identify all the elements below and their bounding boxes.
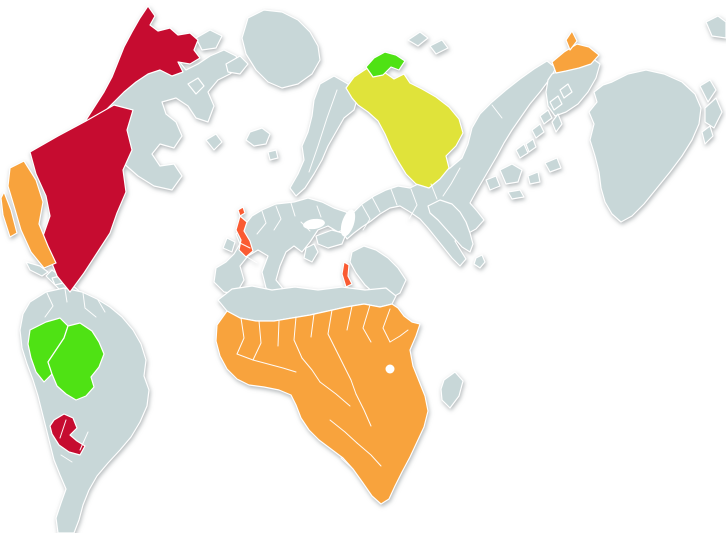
lakes: [303, 209, 395, 374]
island-sulawesi[interactable]: [527, 171, 541, 185]
island-new-zealand-south[interactable]: [704, 97, 723, 129]
region-mexico[interactable]: [7, 160, 57, 269]
island-new-zealand-tail[interactable]: [701, 125, 714, 145]
arctic-island[interactable]: [225, 55, 249, 75]
landmass-arabia[interactable]: [349, 245, 407, 301]
landmass-scandinavia[interactable]: [289, 75, 359, 197]
arctic-island[interactable]: [205, 133, 223, 151]
island-sumatra[interactable]: [485, 175, 501, 191]
region-united-kingdom-north[interactable]: [237, 206, 246, 217]
island-cuba[interactable]: [25, 261, 49, 277]
region-finland-area[interactable]: [365, 51, 406, 78]
arctic-island[interactable]: [195, 29, 223, 51]
island-japan[interactable]: [539, 109, 553, 125]
region-northeast-asia-spike[interactable]: [565, 30, 578, 51]
island-novaya-zemlya[interactable]: [407, 31, 429, 47]
island-new-zealand-north[interactable]: [699, 79, 717, 103]
island-borneo[interactable]: [499, 163, 523, 185]
region-israel[interactable]: [341, 261, 353, 288]
island-japan[interactable]: [531, 123, 545, 139]
island-faroe[interactable]: [267, 149, 279, 161]
island-java[interactable]: [507, 189, 525, 200]
region-russia-west[interactable]: [345, 61, 464, 189]
region-bolivia[interactable]: [47, 322, 105, 401]
landmass-australia[interactable]: [588, 69, 702, 223]
island-arctic-east[interactable]: [429, 39, 449, 55]
landmass-asia[interactable]: [341, 60, 557, 267]
lake-black-sea: [303, 218, 325, 230]
landmass-greenland[interactable]: [241, 9, 321, 89]
region-united-states[interactable]: [29, 104, 134, 293]
arctic-island[interactable]: [187, 77, 205, 95]
island-new-guinea[interactable]: [544, 157, 562, 173]
landmass-iceland[interactable]: [245, 127, 271, 147]
lake-caspian-sea: [340, 209, 356, 237]
region-mexico-baja[interactable]: [0, 191, 18, 238]
continents-group: [0, 5, 726, 533]
landmass-greece[interactable]: [303, 243, 319, 263]
island-kuril[interactable]: [525, 138, 537, 153]
region-united-kingdom[interactable]: [235, 215, 254, 258]
landmass-anatolia[interactable]: [315, 229, 347, 249]
island-japan[interactable]: [559, 83, 573, 99]
landmass-india[interactable]: [427, 199, 474, 253]
island-philippines[interactable]: [515, 143, 529, 159]
region-sub-saharan-africa[interactable]: [215, 303, 429, 505]
island-ireland[interactable]: [222, 237, 236, 253]
island-japan[interactable]: [549, 95, 563, 111]
region-alaska-usa[interactable]: [85, 5, 201, 127]
island-sakhalin[interactable]: [551, 113, 563, 133]
island-sri-lanka[interactable]: [473, 254, 486, 269]
island-far-east[interactable]: [705, 15, 726, 39]
region-paraguay[interactable]: [49, 413, 86, 456]
island-madagascar[interactable]: [440, 371, 464, 409]
lake-victoria: [385, 364, 395, 374]
